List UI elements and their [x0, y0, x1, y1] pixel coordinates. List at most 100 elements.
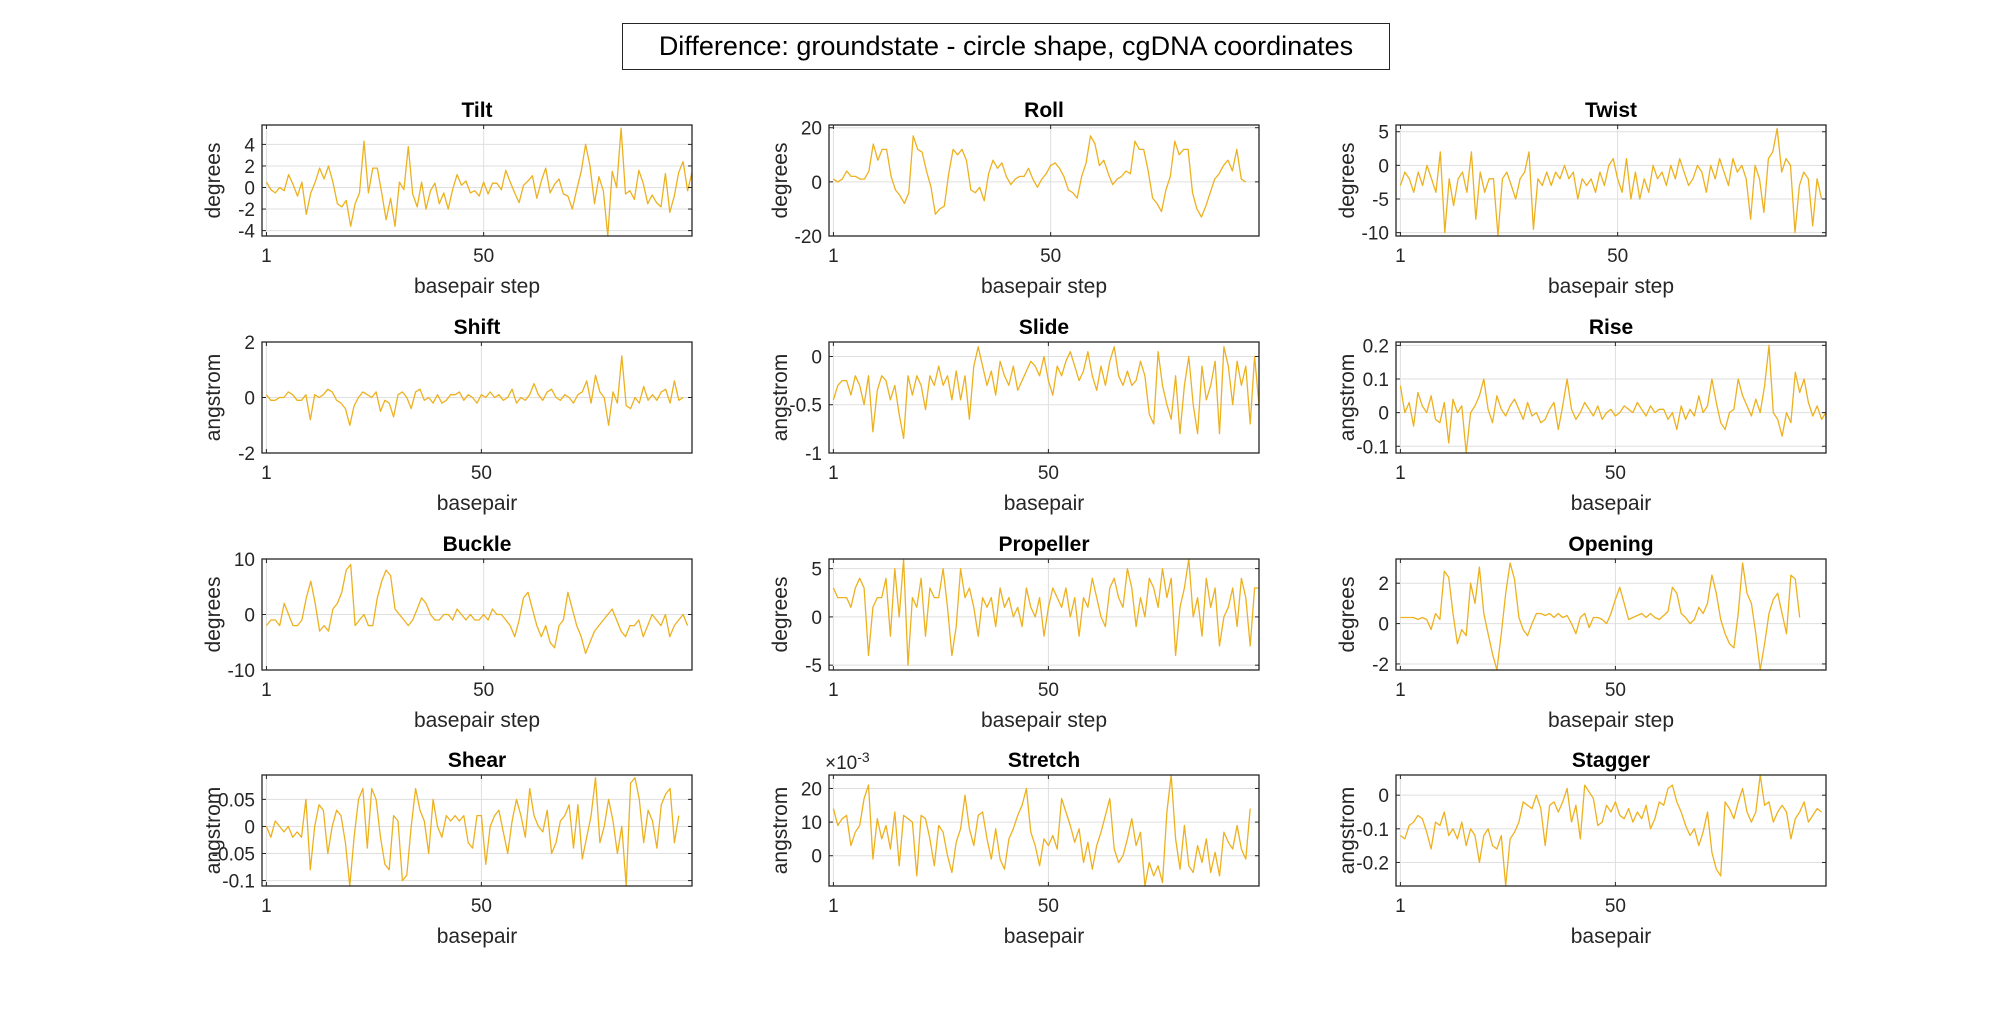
rise-xlabel: basepair: [1571, 492, 1652, 515]
opening-xlabel: basepair step: [1548, 709, 1674, 732]
stretch-ytick-label: 10: [801, 813, 822, 834]
shear-plot-area: [262, 775, 692, 886]
stagger-ytick-label: -0.2: [1356, 853, 1389, 874]
rise-ytick-label: 0.1: [1363, 370, 1389, 391]
opening-axes-box: [1395, 558, 1827, 671]
shear-ytick-label: 0: [244, 817, 255, 838]
twist-xtick-label: 1: [1395, 246, 1406, 267]
roll-ylabel: degrees: [769, 143, 792, 219]
roll-plot-area: [829, 125, 1259, 236]
tilt-ytick-label: 0: [244, 179, 255, 200]
buckle-xlabel: basepair step: [414, 709, 540, 732]
opening-series-line: [1400, 562, 1801, 671]
twist-series-line: [1399, 127, 1823, 237]
buckle-xtick-label: 1: [261, 680, 272, 701]
propeller-ytick-label: -5: [805, 656, 822, 677]
buckle-ytick-label: -10: [228, 661, 255, 682]
tilt-axes-box: [261, 124, 693, 237]
propeller-series-line: [832, 558, 1259, 666]
propeller-xtick-label: 1: [828, 680, 839, 701]
subplot-shear: -0.1 -0.05 0 0.05 1 50 Shear basepair angstrom: [202, 749, 693, 948]
rise-plot-area: [1396, 342, 1826, 453]
twist-ytick-label: 0: [1378, 156, 1389, 177]
slide-ytick-label: -1: [805, 444, 822, 465]
shear-title: Shear: [448, 749, 506, 772]
roll-xlabel: basepair step: [981, 275, 1107, 298]
subplot-buckle: -10 0 10 1 50 Buckle basepair step degrees: [202, 533, 693, 732]
twist-plot-area: [1396, 125, 1826, 236]
shift-series-line: [265, 355, 684, 426]
opening-ytick-label: 2: [1378, 574, 1389, 595]
opening-ytick-label: 0: [1378, 615, 1389, 636]
slide-series-line: [832, 346, 1260, 440]
rise-title: Rise: [1589, 316, 1633, 339]
subplot-propeller: -5 0 5 1 50 Propeller basepair step degrees: [769, 533, 1260, 732]
buckle-xtick-label: 50: [473, 680, 494, 701]
buckle-ylabel: degrees: [202, 577, 225, 653]
subplot-slide: -1 -0.5 0 1 50 Slide basepair angstrom: [769, 316, 1260, 515]
roll-ytick-label: 0: [811, 173, 822, 194]
shift-xtick-label: 50: [471, 463, 492, 484]
propeller-ytick-label: 0: [811, 608, 822, 629]
opening-title: Opening: [1568, 533, 1653, 556]
slide-ylabel: angstrom: [769, 354, 792, 442]
slide-xtick-label: 1: [828, 463, 839, 484]
stretch-title: Stretch: [1008, 749, 1080, 772]
shear-xtick-label: 50: [471, 896, 492, 917]
shift-ylabel: angstrom: [202, 354, 225, 442]
shift-xlabel: basepair: [437, 492, 518, 515]
rise-ytick-label: 0.2: [1363, 336, 1389, 357]
shift-xtick-label: 1: [261, 463, 272, 484]
subplot-roll: -20 0 20 1 50 Roll basepair step degrees: [769, 99, 1260, 298]
twist-axes-box: [1395, 124, 1827, 237]
tilt-ytick-label: -2: [238, 200, 255, 221]
buckle-series-line: [265, 563, 689, 655]
propeller-title: Propeller: [998, 533, 1089, 556]
subplot-stagger: -0.2 -0.1 0 1 50 Stagger basepair angstrom: [1336, 749, 1827, 948]
stretch-xtick-label: 1: [828, 896, 839, 917]
subplot-opening: -2 0 2 1 50 Opening basepair step degrees: [1336, 533, 1827, 732]
propeller-axes-box: [828, 558, 1260, 671]
tilt-ylabel: degrees: [202, 143, 225, 219]
roll-xtick-label: 1: [828, 246, 839, 267]
propeller-xlabel: basepair step: [981, 709, 1107, 732]
tilt-ytick-label: 2: [244, 157, 255, 178]
roll-ytick-label: 20: [801, 119, 822, 140]
buckle-ytick-label: 0: [244, 606, 255, 627]
twist-xlabel: basepair step: [1548, 275, 1674, 298]
shift-ytick-label: 0: [244, 389, 255, 410]
rise-xtick-label: 50: [1605, 463, 1626, 484]
stretch-ytick-label: 0: [811, 847, 822, 868]
shift-ytick-label: -2: [238, 444, 255, 465]
shear-xtick-label: 1: [261, 896, 272, 917]
twist-ytick-label: -5: [1372, 190, 1389, 211]
shear-ylabel: angstrom: [202, 787, 225, 875]
propeller-xtick-label: 50: [1038, 680, 1059, 701]
shear-axes-box: [261, 774, 693, 887]
rise-ytick-label: -0.1: [1356, 437, 1389, 458]
propeller-plot-area: [829, 559, 1259, 670]
tilt-ytick-label: 4: [244, 135, 255, 156]
stagger-ytick-label: -0.1: [1356, 820, 1389, 841]
opening-ylabel: degrees: [1336, 577, 1359, 653]
twist-title: Twist: [1585, 99, 1637, 122]
stagger-title: Stagger: [1572, 749, 1650, 772]
shear-ytick-label: 0.05: [218, 790, 255, 811]
tilt-plot-area: [262, 125, 692, 236]
stretch-ytick-label: 20: [801, 779, 822, 800]
stretch-xtick-label: 50: [1038, 896, 1059, 917]
stagger-xlabel: basepair: [1571, 925, 1652, 948]
slide-axes-box: [828, 341, 1260, 454]
stretch-plot-area: [829, 775, 1259, 886]
tilt-title: Tilt: [461, 99, 492, 122]
subplot-rise: -0.1 0 0.1 0.2 1 50 Rise basepair angstrom: [1336, 316, 1827, 515]
roll-axes-box: [828, 124, 1260, 237]
roll-xtick-label: 50: [1040, 246, 1061, 267]
shift-title: Shift: [454, 316, 501, 339]
stagger-xtick-label: 1: [1395, 896, 1406, 917]
rise-ylabel: angstrom: [1336, 354, 1359, 442]
slide-plot-area: [829, 342, 1259, 453]
stretch-exponent-label: ×10-3: [825, 749, 870, 774]
